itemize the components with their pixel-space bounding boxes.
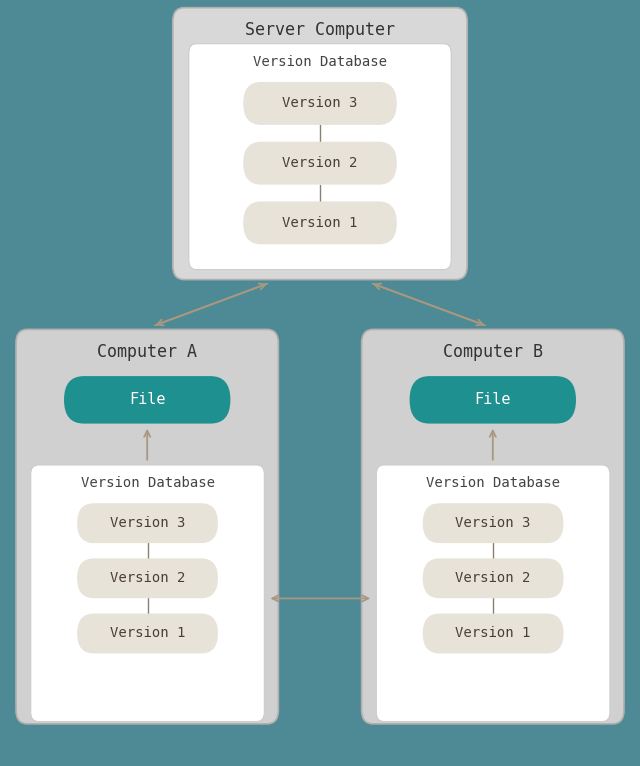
Text: File: File [129,392,166,408]
FancyBboxPatch shape [77,558,218,598]
Text: Version 1: Version 1 [282,216,358,230]
FancyBboxPatch shape [422,614,564,653]
Text: Version 1: Version 1 [456,627,531,640]
Text: Version 3: Version 3 [110,516,185,530]
FancyBboxPatch shape [422,558,564,598]
FancyBboxPatch shape [77,503,218,543]
Text: Version Database: Version Database [253,55,387,69]
Text: Version 3: Version 3 [282,97,358,110]
FancyBboxPatch shape [77,614,218,653]
FancyBboxPatch shape [243,142,397,185]
Text: Computer A: Computer A [97,343,197,361]
FancyBboxPatch shape [64,376,230,424]
Text: Version 3: Version 3 [456,516,531,530]
FancyBboxPatch shape [16,329,278,724]
Text: Version Database: Version Database [426,476,560,490]
Text: Computer B: Computer B [443,343,543,361]
FancyBboxPatch shape [31,465,264,722]
FancyBboxPatch shape [362,329,624,724]
FancyBboxPatch shape [410,376,576,424]
FancyBboxPatch shape [376,465,610,722]
FancyBboxPatch shape [243,201,397,244]
FancyBboxPatch shape [173,8,467,280]
FancyBboxPatch shape [422,503,564,543]
FancyBboxPatch shape [243,82,397,125]
Text: File: File [474,392,511,408]
Text: Server Computer: Server Computer [245,21,395,39]
Text: Version 2: Version 2 [282,156,358,170]
FancyBboxPatch shape [189,44,451,270]
Text: Version 2: Version 2 [110,571,185,585]
Text: Version 1: Version 1 [110,627,185,640]
Text: Version Database: Version Database [81,476,214,490]
Text: Version 2: Version 2 [456,571,531,585]
